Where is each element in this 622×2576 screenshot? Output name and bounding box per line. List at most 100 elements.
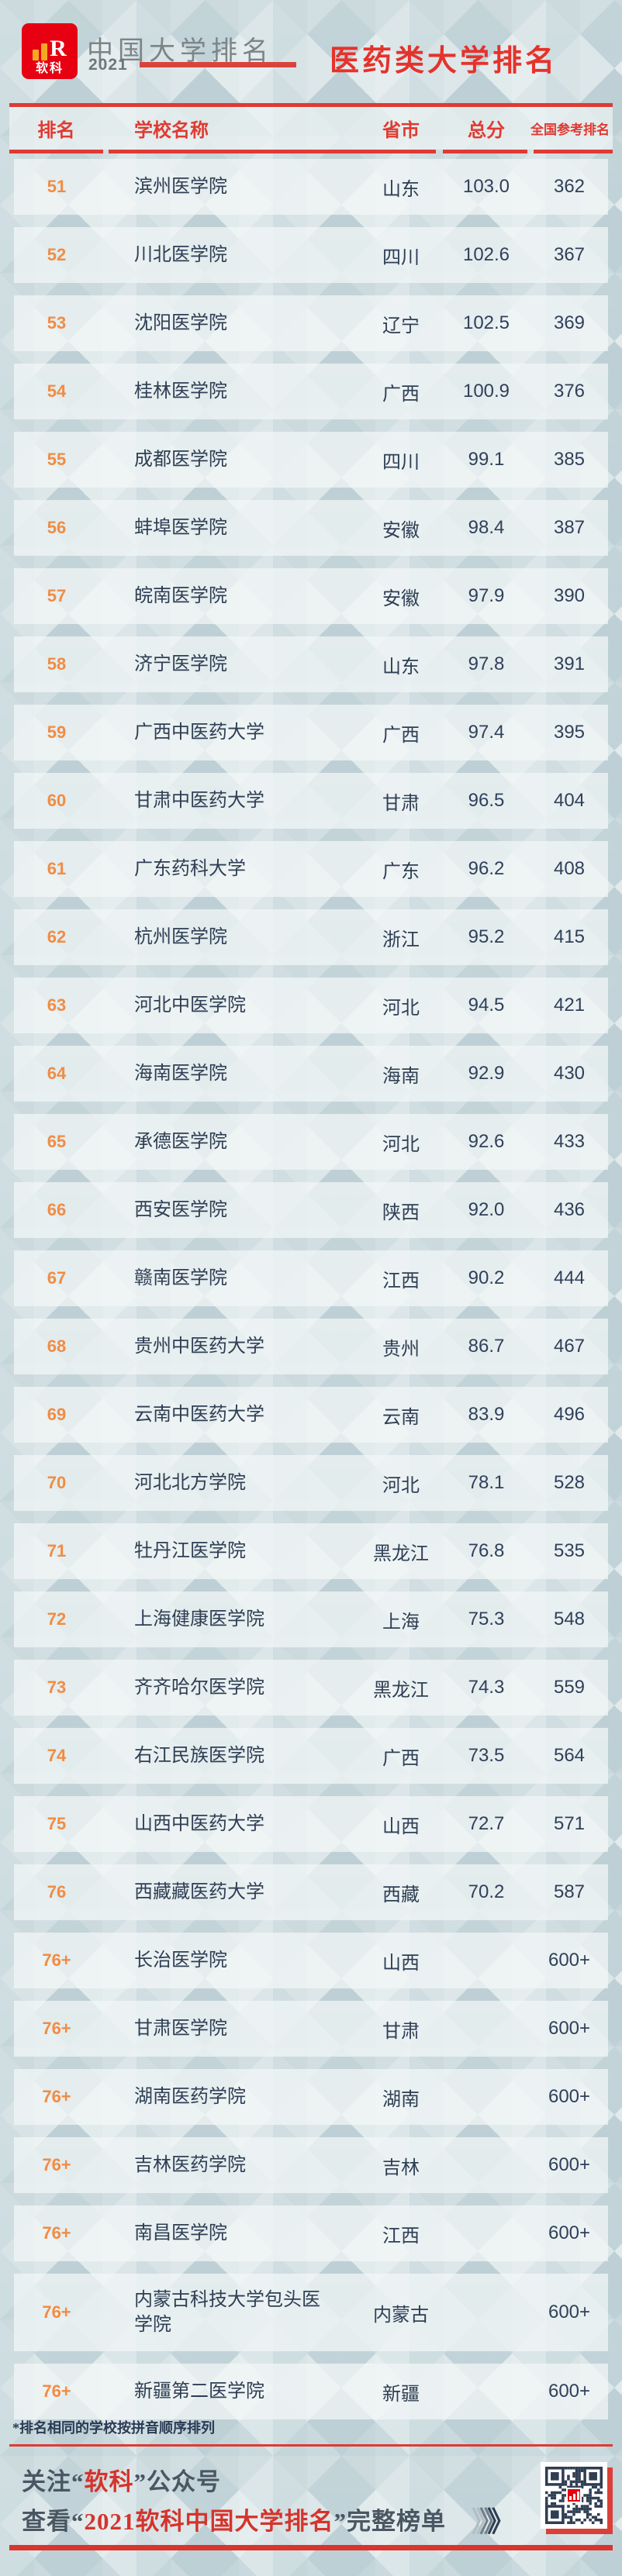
table-row: 54 桂林医学院 广西 100.9 376 [14, 364, 608, 419]
national-rank-value: 404 [553, 790, 586, 811]
province-value: 辽宁 [382, 315, 420, 336]
school-name: 蚌埠医学院 [134, 516, 227, 538]
table-row: 75 山西中医药大学 山西 72.7 571 [14, 1796, 608, 1852]
school-name: 杭州医学院 [134, 926, 227, 947]
national-rank-value: 571 [553, 1813, 586, 1834]
province-value: 甘肃 [382, 2020, 420, 2042]
table-header-background [9, 107, 613, 150]
score-value: 95.2 [468, 926, 505, 947]
school-name: 甘肃医学院 [134, 2017, 227, 2039]
school-name: 齐齐哈尔医学院 [134, 1676, 264, 1698]
rank-value: 61 [47, 859, 67, 878]
national-rank-value: 600+ [548, 2086, 591, 2107]
score-value: 72.7 [468, 1813, 505, 1834]
school-name: 南昌医学院 [134, 2222, 227, 2243]
province-value: 甘肃 [382, 792, 420, 814]
province-value: 黑龙江 [373, 1543, 429, 1564]
bottom-rule [9, 2545, 613, 2550]
national-rank-value: 421 [553, 995, 586, 1016]
school-name: 河北中医学院 [134, 994, 246, 1016]
province-value: 四川 [382, 247, 420, 268]
rank-value: 53 [47, 313, 67, 333]
school-name: 广西中医药大学 [134, 721, 264, 743]
rank-value: 76+ [42, 2302, 71, 2322]
province-value: 上海 [382, 1611, 420, 1633]
table-row: 74 右江民族医学院 广西 73.5 564 [14, 1728, 608, 1784]
rank-value: 54 [47, 381, 67, 401]
qr-logo-barchart-icon [568, 2491, 579, 2500]
score-value: 99.1 [468, 449, 505, 470]
table-row: 66 西安医学院 陕西 92.0 436 [14, 1182, 608, 1238]
school-name: 济宁医学院 [134, 653, 227, 674]
province-value: 贵州 [382, 1338, 420, 1360]
national-rank-value: 362 [553, 176, 586, 197]
tie-break-footnote: *排名相同的学校按拼音顺序排列 [12, 2420, 215, 2436]
school-name: 山西中医药大学 [134, 1812, 264, 1834]
province-value: 西藏 [382, 1884, 420, 1905]
score-value: 102.6 [462, 244, 510, 265]
national-rank-value: 444 [553, 1267, 586, 1288]
rank-value: 57 [47, 586, 67, 605]
school-name: 滨州医学院 [134, 175, 227, 197]
school-name: 甘肃中医药大学 [134, 789, 264, 811]
table-row: 56 蚌埠医学院 安徽 98.4 387 [14, 500, 608, 556]
province-value: 安徽 [382, 588, 420, 609]
column-header-school: 学校名称 [134, 120, 209, 141]
score-value [440, 2205, 533, 2261]
rank-value: 76 [47, 1882, 67, 1902]
table-row: 52 川北医学院 四川 102.6 367 [14, 227, 608, 283]
score-value: 73.5 [468, 1745, 505, 1766]
national-rank-value: 415 [553, 926, 586, 947]
score-value [440, 2274, 533, 2351]
rank-value: 55 [47, 450, 67, 469]
school-name: 成都医学院 [134, 448, 227, 470]
column-header-province: 省市 [382, 120, 420, 141]
province-value: 山西 [382, 1816, 420, 1837]
province-value: 河北 [382, 997, 420, 1019]
brand-underline [140, 62, 296, 67]
rank-value: 74 [47, 1746, 67, 1765]
table-row: 63 河北中医学院 河北 94.5 421 [14, 978, 608, 1033]
province-value: 海南 [382, 1065, 420, 1087]
table-row: 68 贵州中医药大学 贵州 86.7 467 [14, 1319, 608, 1374]
score-value: 92.6 [468, 1131, 505, 1152]
school-name: 长治医学院 [134, 1949, 227, 1971]
qr-code [541, 2462, 607, 2529]
province-value: 新疆 [382, 2383, 420, 2405]
score-value: 97.9 [468, 585, 505, 606]
footer-top-rule [9, 2444, 613, 2447]
table-row: 60 甘肃中医药大学 甘肃 96.5 404 [14, 773, 608, 829]
rank-value: 68 [47, 1336, 67, 1356]
national-rank-value: 436 [553, 1199, 586, 1220]
province-value: 安徽 [382, 519, 420, 541]
score-value: 75.3 [468, 1609, 505, 1629]
logo-r-glyph: R [50, 36, 67, 61]
table-row: 76+ 长治医学院 山西 600+ [14, 1933, 608, 1988]
school-name: 海南医学院 [134, 1062, 227, 1084]
school-name: 沈阳医学院 [134, 312, 227, 333]
national-rank-value: 395 [553, 722, 586, 743]
header-underline-segment [534, 150, 613, 153]
national-rank-value: 390 [553, 585, 586, 606]
score-value [440, 2001, 533, 2057]
school-name: 西安医学院 [134, 1198, 227, 1220]
table-row: 76+ 内蒙古科技大学包头医学院 内蒙古 600+ [14, 2274, 608, 2351]
national-rank-value: 559 [553, 1677, 586, 1698]
table-row: 76+ 南昌医学院 江西 600+ [14, 2205, 608, 2261]
footer-line1-prefix: 关注“ [22, 2468, 85, 2495]
table-row: 53 沈阳医学院 辽宁 102.5 369 [14, 295, 608, 351]
header-underline-segment [443, 150, 527, 153]
footer-line2-prefix: 查看“ [22, 2508, 85, 2535]
national-rank-value: 535 [553, 1540, 586, 1561]
score-value: 83.9 [468, 1404, 505, 1425]
rank-value: 65 [47, 1132, 67, 1151]
table-row: 76+ 新疆第二医学院 新疆 600+ [14, 2364, 608, 2419]
national-rank-value: 548 [553, 1609, 586, 1629]
national-rank-value: 433 [553, 1131, 586, 1152]
rank-value: 76+ [42, 1950, 71, 1970]
province-value: 山东 [382, 656, 420, 678]
rank-value: 64 [47, 1064, 67, 1083]
table-row: 70 河北北方学院 河北 78.1 528 [14, 1455, 608, 1511]
score-value [440, 1933, 533, 1988]
